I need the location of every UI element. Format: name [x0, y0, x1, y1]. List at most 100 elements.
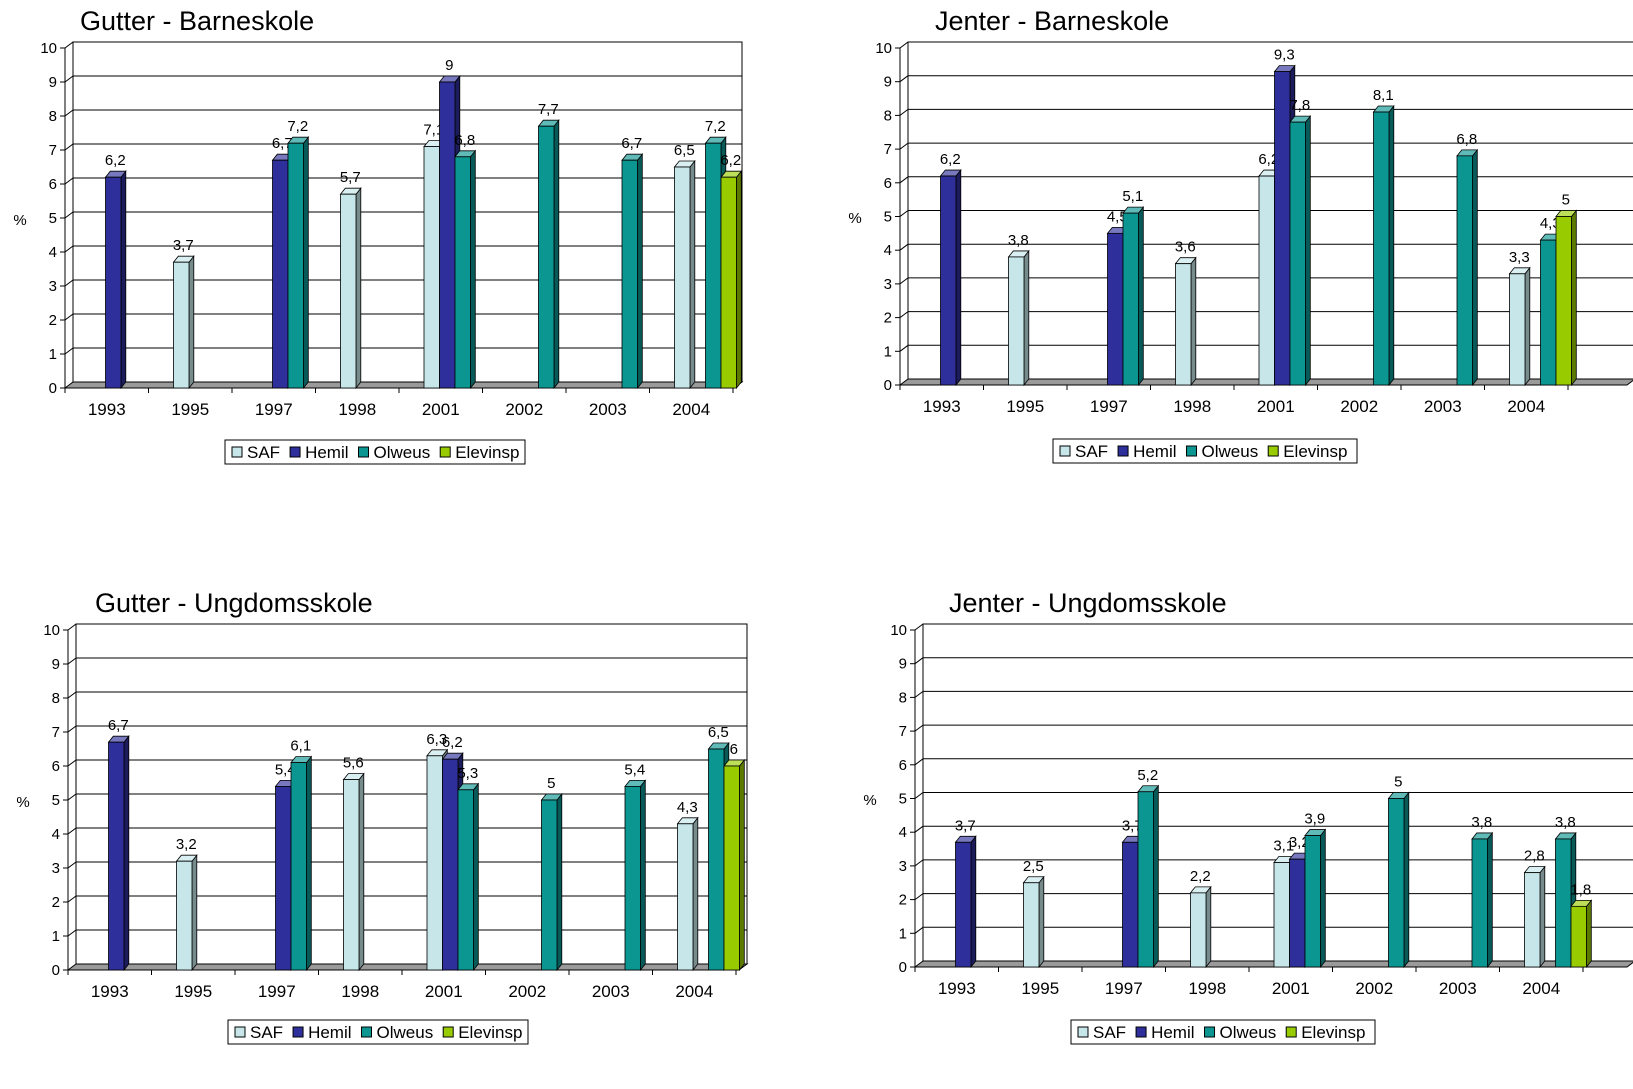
- bar: [676, 816, 699, 972]
- data-label: 6,2: [940, 151, 961, 168]
- bar-front: [1555, 838, 1572, 968]
- legend: SAF Hemil Olweus Elevinsp: [224, 439, 526, 465]
- legend-label: Hemil: [308, 1023, 351, 1042]
- gridline-connector: [64, 177, 74, 185]
- chart-panel: Gutter - Barneskole 0 1 2 3 4 5 6 7 8 9 10% 1993 1995…: [13, 6, 744, 465]
- y-tick-label: 0: [899, 959, 907, 976]
- bar-side: [303, 136, 309, 390]
- gridline-connector: [899, 243, 909, 251]
- x-tick-label: 1993: [88, 400, 126, 419]
- data-label: 5: [1394, 774, 1402, 791]
- legend-label: SAF: [250, 1023, 283, 1042]
- x-tick-label: 1995: [1006, 397, 1044, 416]
- bar-front: [1388, 798, 1405, 968]
- bar: [457, 782, 480, 972]
- x-tick-label: 2002: [505, 400, 543, 419]
- y-tick-label: 9: [49, 74, 57, 91]
- y-tick-label: 7: [49, 142, 57, 159]
- bar-side: [1138, 205, 1144, 387]
- data-label: 4,5: [1107, 208, 1128, 225]
- bar-side: [355, 187, 362, 390]
- bar: [454, 149, 477, 390]
- data-label: 5,7: [340, 169, 361, 186]
- bar-side: [1038, 875, 1045, 969]
- legend-box: [227, 1019, 529, 1045]
- y-tick-label: 5: [49, 210, 57, 227]
- gridline-connector: [67, 929, 77, 937]
- bar: [1570, 899, 1593, 969]
- bar-side: [123, 735, 130, 972]
- chart-title: Gutter - Ungdomsskole: [95, 588, 373, 618]
- data-label: 9: [445, 57, 453, 74]
- gridline-connector: [899, 176, 909, 184]
- data-label: 3,7: [1122, 817, 1143, 834]
- legend-label: Olweus: [1202, 442, 1259, 461]
- bar-side: [556, 792, 563, 972]
- gridline-connector: [914, 893, 924, 900]
- y-tick-label: 5: [52, 792, 60, 809]
- bar-front: [621, 159, 638, 389]
- x-tick-label: 1997: [258, 982, 296, 1001]
- bar-front: [1107, 232, 1124, 386]
- bar-side: [358, 772, 365, 972]
- bar: [175, 854, 198, 972]
- x-tick-label: 1997: [255, 400, 293, 419]
- y-tick-label: 6: [899, 757, 907, 774]
- y-tick-label: 3: [884, 276, 892, 293]
- y-tick-label: 3: [49, 278, 57, 295]
- data-label: 3,7: [173, 237, 194, 254]
- gridline-connector: [899, 210, 909, 217]
- y-tick-label: 7: [52, 724, 60, 741]
- x-tick-label: 1993: [91, 982, 129, 1001]
- bar-front: [1456, 155, 1473, 386]
- data-label: 5: [1562, 192, 1570, 209]
- data-label: 6,2: [720, 152, 741, 169]
- bar-side: [1403, 791, 1410, 969]
- y-axis-label: %: [13, 212, 26, 229]
- legend: SAF Hemil Olweus Elevinsp: [1070, 1019, 1376, 1045]
- data-label: 3,1: [1273, 838, 1294, 855]
- data-label: 6,5: [708, 724, 729, 741]
- bar-front: [1008, 256, 1025, 386]
- bar-front: [708, 748, 725, 971]
- bar: [1189, 885, 1212, 969]
- data-label: 5,2: [1137, 767, 1158, 784]
- bar-side: [1539, 865, 1546, 969]
- bar-front: [538, 125, 555, 389]
- x-tick-label: 2001: [1272, 979, 1310, 998]
- bar: [1456, 148, 1479, 387]
- bar-front: [955, 841, 972, 968]
- bar-front: [1524, 872, 1541, 968]
- legend-box: [1070, 1019, 1376, 1045]
- gridline-connector: [899, 75, 909, 83]
- data-label: 7,2: [287, 118, 308, 135]
- chart-panel: Gutter - Ungdomsskole 0 1 2 3 4 5 6 7 8 9 10% 1993 19…: [16, 588, 749, 1045]
- data-label: 3,3: [1509, 249, 1530, 266]
- x-tick-label: 1995: [174, 982, 212, 1001]
- bar-side: [689, 159, 696, 390]
- y-tick-label: 9: [52, 656, 60, 673]
- y-tick-label: 10: [43, 622, 60, 639]
- bar: [104, 170, 127, 390]
- bar-front: [1137, 791, 1154, 968]
- bar-side: [1487, 831, 1493, 969]
- y-tick-label: 2: [52, 894, 60, 911]
- bar-side: [637, 153, 643, 390]
- y-tick-label: 4: [884, 242, 892, 259]
- bar-side: [306, 755, 312, 972]
- data-label: 9,3: [1274, 47, 1295, 64]
- bar-front: [442, 758, 459, 971]
- legend-swatch: [1077, 1026, 1089, 1038]
- bar-front: [624, 786, 641, 971]
- bar-front: [541, 799, 558, 971]
- gridline-connector: [899, 109, 909, 116]
- bar: [1523, 865, 1546, 969]
- gridline-connector: [67, 623, 77, 631]
- x-tick-label: 2002: [1340, 397, 1378, 416]
- legend-swatch: [1117, 445, 1129, 457]
- bar-front: [1570, 905, 1587, 968]
- bar-side: [736, 170, 742, 390]
- y-axis-label: %: [16, 794, 29, 811]
- data-label: 3,7: [955, 817, 976, 834]
- bar-front: [1540, 239, 1557, 386]
